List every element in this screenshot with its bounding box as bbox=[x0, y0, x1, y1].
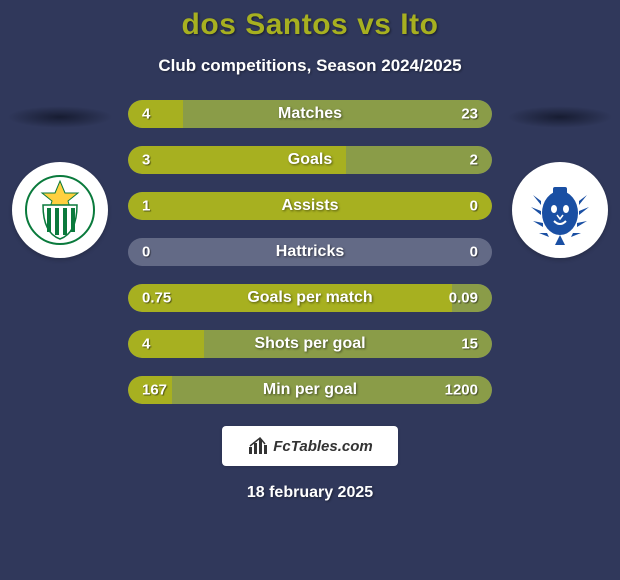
right-side bbox=[500, 100, 620, 258]
stat-value-left: 3 bbox=[142, 152, 150, 169]
stat-row: 4 23 Matches bbox=[128, 100, 492, 128]
stat-label: Assists bbox=[282, 197, 339, 215]
stat-value-left: 4 bbox=[142, 336, 150, 353]
stat-label: Goals per match bbox=[247, 289, 372, 307]
left-club-crest bbox=[12, 162, 108, 258]
left-side bbox=[0, 100, 120, 258]
stat-row: 1 0 Assists bbox=[128, 192, 492, 220]
stat-segment-left bbox=[128, 100, 183, 128]
stat-label: Hattricks bbox=[276, 243, 344, 261]
stat-value-right: 0.09 bbox=[449, 290, 478, 307]
stat-value-right: 0 bbox=[470, 198, 478, 215]
gent-crest-icon bbox=[521, 171, 599, 249]
stat-label: Shots per goal bbox=[254, 335, 365, 353]
stat-label: Goals bbox=[288, 151, 332, 169]
brand-badge[interactable]: FcTables.com bbox=[222, 426, 398, 466]
betis-crest-icon bbox=[25, 175, 95, 245]
stat-row: 167 1200 Min per goal bbox=[128, 376, 492, 404]
chart-icon bbox=[247, 435, 269, 457]
stat-label: Min per goal bbox=[263, 381, 357, 399]
stat-value-right: 2 bbox=[470, 152, 478, 169]
stat-value-right: 1200 bbox=[445, 382, 478, 399]
stat-value-right: 15 bbox=[461, 336, 478, 353]
stat-row: 4 15 Shots per goal bbox=[128, 330, 492, 358]
stat-value-left: 1 bbox=[142, 198, 150, 215]
stat-value-left: 0 bbox=[142, 244, 150, 261]
stat-value-right: 0 bbox=[470, 244, 478, 261]
right-club-crest bbox=[512, 162, 608, 258]
comparison-card: dos Santos vs Ito Club competitions, Sea… bbox=[0, 0, 620, 580]
stat-value-right: 23 bbox=[461, 106, 478, 123]
player-shadow-right bbox=[507, 106, 613, 128]
stat-value-left: 0.75 bbox=[142, 290, 171, 307]
date-text: 18 february 2025 bbox=[247, 484, 373, 502]
stat-segment-left bbox=[128, 330, 204, 358]
stat-row: 3 2 Goals bbox=[128, 146, 492, 174]
stat-label: Matches bbox=[278, 105, 342, 123]
content-row: 4 23 Matches 3 2 Goals 1 0 Assists 0 0 Hattricks 0.7… bbox=[0, 100, 620, 404]
stat-bars: 4 23 Matches 3 2 Goals 1 0 Assists 0 0 Hattricks 0.7… bbox=[120, 100, 500, 404]
stat-row: 0.75 0.09 Goals per match bbox=[128, 284, 492, 312]
page-title: dos Santos vs Ito bbox=[182, 8, 439, 42]
stat-value-left: 167 bbox=[142, 382, 167, 399]
brand-text: FcTables.com bbox=[273, 438, 372, 455]
stat-row: 0 0 Hattricks bbox=[128, 238, 492, 266]
stat-value-left: 4 bbox=[142, 106, 150, 123]
player-shadow-left bbox=[7, 106, 113, 128]
subtitle: Club competitions, Season 2024/2025 bbox=[158, 56, 461, 76]
